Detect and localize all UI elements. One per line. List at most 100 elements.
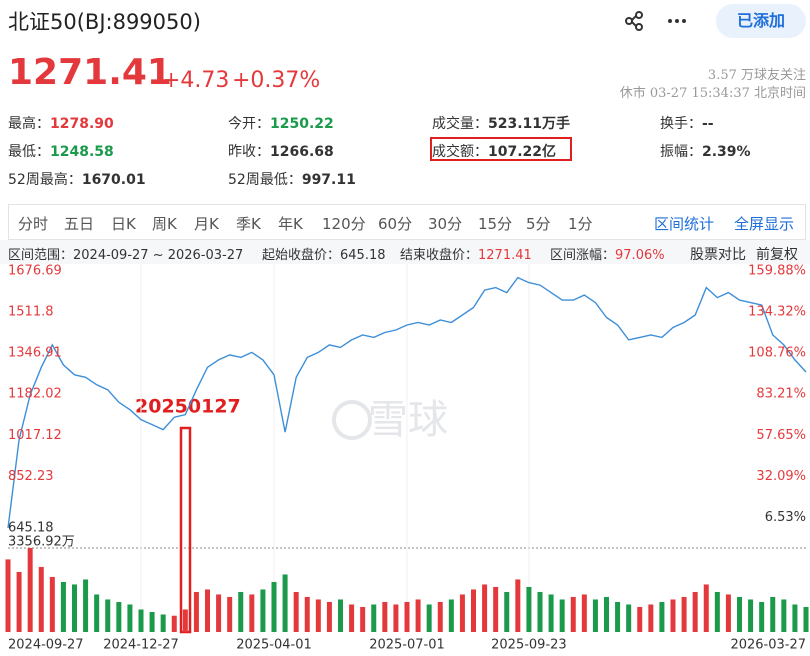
y2-tick-label: 108.76%	[748, 346, 806, 361]
tab[interactable]: 日K	[111, 215, 136, 233]
stat: 成交量：523.11万手	[432, 113, 570, 133]
stat-label: 成交量：	[432, 116, 488, 132]
volume-bar	[105, 599, 111, 632]
volume-tick-label: 3356.92万	[8, 535, 75, 550]
followers: 3.57 万球友关注	[707, 68, 806, 83]
tab[interactable]: 月K	[194, 215, 219, 233]
stat-label: 52周最低：	[228, 172, 302, 188]
volume-bar	[27, 548, 33, 632]
volume-bar	[83, 579, 89, 632]
stat-value: 1670.01	[81, 172, 146, 188]
volume-bar	[537, 591, 543, 632]
range-value: 645.18	[340, 248, 386, 263]
volume-bar	[182, 609, 188, 632]
stat-label: 最高：	[8, 116, 50, 132]
volume-bar	[338, 599, 343, 632]
stat: 52周最高：1670.01	[8, 169, 146, 189]
tool-button[interactable]: 区间统计	[654, 215, 715, 233]
stat: 最高：1278.90	[8, 113, 114, 133]
tab[interactable]: 1分	[568, 215, 593, 233]
volume-bar	[559, 599, 565, 632]
tool-button[interactable]: 全屏显示	[734, 215, 795, 233]
annotation: 20250127	[135, 396, 241, 418]
range-label: 区间涨幅：	[550, 248, 616, 263]
y2-tick-label: 83.21%	[756, 387, 806, 402]
volume-bar	[615, 601, 621, 632]
volume-bar	[482, 584, 488, 632]
volume-bar	[382, 601, 388, 632]
stat-label: 换手：	[660, 116, 702, 132]
tab[interactable]: 120分	[322, 215, 366, 233]
y-tick-label: 1346.91	[8, 346, 62, 361]
volume-bar	[581, 594, 587, 632]
volume-bar	[238, 591, 244, 632]
volume-bar	[493, 586, 499, 632]
y2-tick-label: 6.53%	[765, 510, 806, 525]
volume-bar	[725, 594, 731, 632]
volume-bar	[415, 599, 421, 632]
tab[interactable]: 60分	[378, 215, 413, 233]
volume-bar	[193, 591, 199, 632]
stat-value: 1278.90	[50, 116, 114, 132]
compare-button[interactable]: 股票对比	[690, 247, 746, 263]
volume-bar	[60, 581, 66, 632]
volume-bar	[216, 594, 222, 632]
adjust-button[interactable]: 前复权	[756, 247, 798, 263]
tab[interactable]: 年K	[278, 215, 303, 233]
volume-bar	[459, 594, 465, 632]
range-label: 区间范围：	[8, 248, 74, 263]
volume-bar	[471, 589, 476, 632]
volume-bar	[72, 584, 77, 632]
volume-bar	[526, 586, 532, 632]
volume-bar	[260, 589, 266, 632]
stat: 成交额：107.22亿	[432, 141, 556, 161]
title: 北证50(BJ:899050)	[8, 10, 201, 34]
tab[interactable]: 季K	[236, 215, 261, 233]
volume-bar	[249, 594, 255, 632]
volume-bar	[16, 571, 22, 632]
volume-bar	[293, 591, 299, 632]
range: 区间涨幅：97.06%	[550, 244, 665, 263]
y2-tick-label: 159.88%	[748, 264, 806, 279]
stat: 振幅：2.39%	[660, 141, 751, 161]
volume-bar	[737, 596, 742, 632]
x-tick-label: 2025-04-01	[236, 638, 312, 653]
volume-bar	[703, 584, 709, 632]
stat-label: 振幅：	[660, 144, 702, 160]
share-icon[interactable]	[624, 10, 646, 32]
added-button[interactable]: 已添加	[716, 4, 806, 38]
tab[interactable]: 5分	[526, 215, 551, 233]
volume-bar	[94, 594, 100, 632]
volume-bar	[637, 606, 643, 632]
tab[interactable]: 周K	[152, 215, 177, 233]
stat-label: 昨收：	[228, 144, 270, 160]
volume-bar	[759, 601, 765, 632]
volume-bar	[692, 591, 698, 632]
volume-bar	[448, 599, 454, 632]
x-tick-label: 2024-09-27	[8, 638, 84, 653]
tab[interactable]: 30分	[428, 215, 463, 233]
highlight-box	[430, 137, 572, 161]
market-status: 休市 03-27 15:34:37 北京时间	[619, 86, 806, 101]
stat-label: 成交额：	[432, 144, 488, 160]
stat: 换手：--	[660, 113, 714, 133]
volume-bar	[227, 596, 233, 632]
volume-bar	[748, 599, 754, 632]
price: 1271.41	[8, 52, 172, 93]
volume-bar	[515, 579, 521, 632]
price-line	[7, 276, 807, 529]
volume-bar	[437, 601, 443, 632]
range-label: 结束收盘价：	[400, 248, 479, 263]
tab[interactable]: 五日	[64, 215, 95, 233]
volume-bar	[304, 596, 310, 632]
tab[interactable]: 分时	[18, 215, 49, 233]
y-tick-label: 1676.69	[8, 264, 62, 279]
volume-bar	[371, 604, 377, 632]
x-tick-label: 2025-07-01	[369, 638, 445, 653]
volume-bar	[326, 601, 332, 632]
range-value: 1271.41	[478, 248, 532, 263]
volume-bar	[548, 594, 554, 632]
tab[interactable]: 15分	[478, 215, 513, 233]
tab-bar	[8, 204, 806, 240]
more-icon[interactable]	[666, 12, 688, 30]
